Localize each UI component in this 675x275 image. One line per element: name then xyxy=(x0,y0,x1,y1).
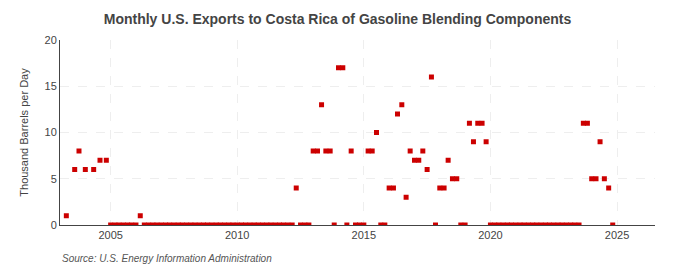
svg-text:2020: 2020 xyxy=(478,229,502,241)
svg-text:5: 5 xyxy=(51,173,57,185)
svg-text:10: 10 xyxy=(45,126,57,138)
svg-text:0: 0 xyxy=(51,219,57,231)
svg-text:2025: 2025 xyxy=(605,229,629,241)
svg-text:2005: 2005 xyxy=(98,229,122,241)
svg-text:20: 20 xyxy=(45,34,57,46)
svg-text:Monthly U.S. Exports to Costa: Monthly U.S. Exports to Costa Rica of Ga… xyxy=(104,11,572,27)
svg-text:2015: 2015 xyxy=(352,229,376,241)
svg-text:15: 15 xyxy=(45,80,57,92)
svg-text:2010: 2010 xyxy=(225,229,249,241)
svg-text:Source: U.S. Energy Informatio: Source: U.S. Energy Information Administ… xyxy=(62,253,272,264)
svg-text:Thousand Barrels per Day: Thousand Barrels per Day xyxy=(18,68,30,197)
